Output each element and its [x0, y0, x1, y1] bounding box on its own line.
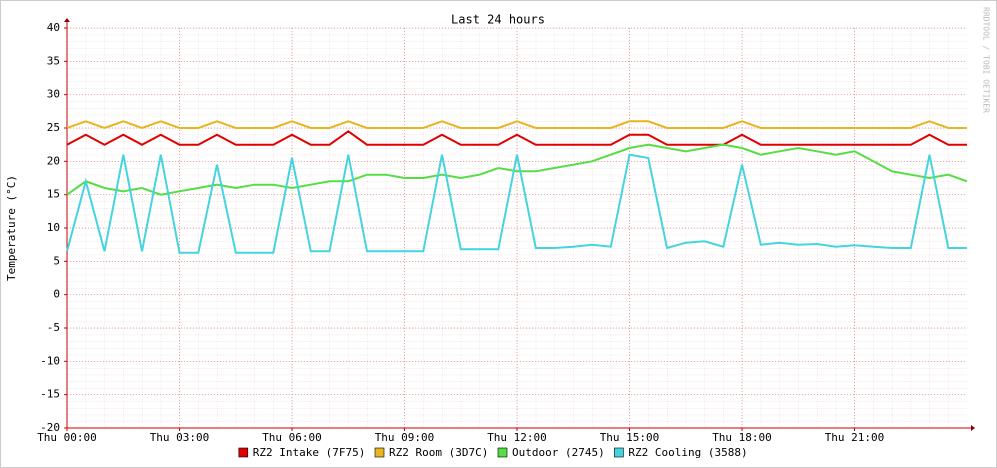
y-tick-label: 40 — [47, 21, 60, 34]
x-tick-label: Thu 21:00 — [825, 431, 885, 444]
x-tick-label: Thu 09:00 — [375, 431, 435, 444]
series-line — [66, 143, 968, 196]
y-tick-label: -10 — [40, 354, 60, 367]
x-tick-label: Thu 06:00 — [262, 431, 322, 444]
y-tick-label: 30 — [47, 88, 60, 101]
y-tick-label: 5 — [53, 254, 60, 267]
y-tick-label: 15 — [47, 188, 60, 201]
y-tick-label: 0 — [53, 288, 60, 301]
legend-swatch — [374, 447, 385, 458]
x-tick-label: Thu 03:00 — [150, 431, 210, 444]
series-line — [66, 120, 967, 130]
legend-swatch — [238, 447, 249, 458]
legend-label: RZ2 Room (3D7C) — [389, 446, 488, 459]
x-tick-label: Thu 18:00 — [712, 431, 772, 444]
axis-arrow — [64, 18, 70, 22]
axis-arrow — [971, 425, 975, 431]
chart-title: Last 24 hours — [451, 13, 545, 27]
x-tick-label: Thu 15:00 — [600, 431, 660, 444]
y-tick-label: 20 — [47, 154, 60, 167]
x-tick-label: Thu 12:00 — [487, 431, 547, 444]
y-tick-label: 10 — [47, 221, 60, 234]
y-axis-label: Temperature (°C) — [5, 175, 18, 281]
series-line — [66, 130, 967, 146]
legend-swatch — [614, 447, 624, 458]
y-tick-label: -20 — [40, 421, 60, 434]
watermark: RRDTOOL / TOBI OETIKER — [982, 7, 991, 113]
x-tick-label: Thu 00:00 — [37, 431, 97, 444]
y-tick-label: 25 — [47, 121, 60, 134]
legend-label: RZ2 Intake (7F75) — [253, 446, 366, 459]
y-tick-label: 35 — [47, 54, 60, 67]
y-tick-label: -15 — [40, 388, 60, 401]
y-tick-label: -5 — [47, 321, 60, 334]
legend-label: RZ2 Cooling (3588) — [628, 446, 747, 459]
legend-label: Outdoor (2745) — [512, 446, 605, 459]
legend-swatch — [497, 447, 508, 458]
series-line — [66, 153, 967, 254]
